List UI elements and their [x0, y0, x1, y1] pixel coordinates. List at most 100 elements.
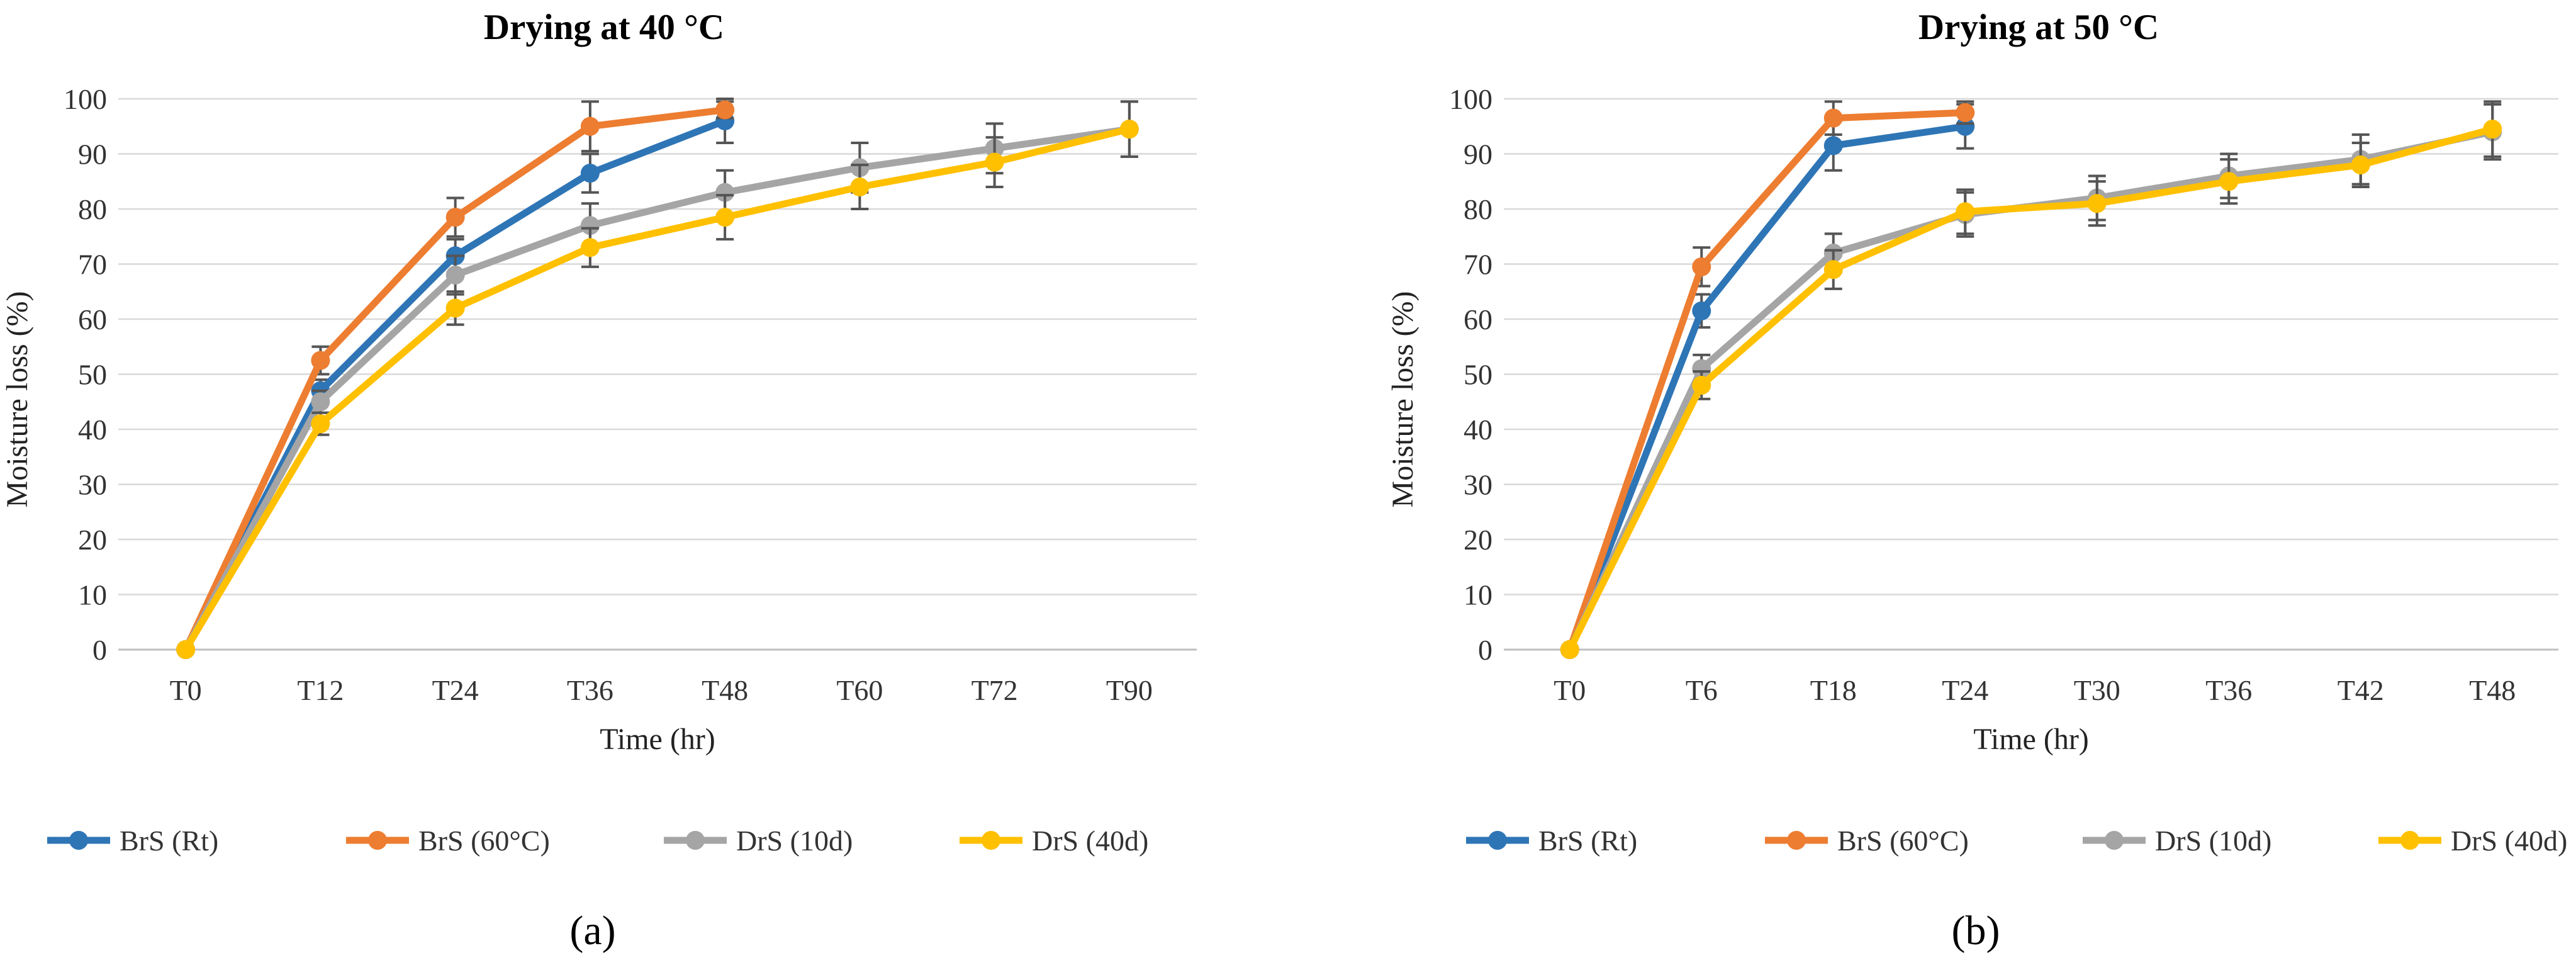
series-line: [1566, 125, 2496, 653]
data-point: [1956, 202, 1975, 222]
y-tick-label: 20: [78, 524, 107, 556]
y-tick-label: 0: [92, 634, 107, 666]
y-tick-label: 50: [78, 359, 107, 391]
x-tick-label: T60: [836, 674, 883, 706]
legend-label: DrS (10d): [736, 825, 853, 857]
x-tick-label: T30: [2074, 674, 2120, 706]
y-tick-label: 80: [1464, 193, 1492, 225]
x-tick-label: T42: [2338, 674, 2384, 706]
legend-item: DrS (10d): [2083, 825, 2271, 857]
series-line: [1566, 109, 1969, 653]
legend-item: BrS (Rt): [47, 825, 218, 857]
y-tick-label: 60: [78, 303, 107, 336]
y-tick-label: 60: [1464, 303, 1492, 336]
y-tick-label: 30: [1464, 469, 1492, 501]
chart-title-a: Drying at 40 °C: [484, 8, 724, 47]
y-tick-label: 90: [78, 138, 107, 171]
data-point: [1692, 257, 1711, 276]
data-point: [176, 640, 196, 659]
x-tick-label: T48: [2469, 674, 2516, 706]
data-point: [850, 178, 870, 196]
y-tick-label: 70: [78, 249, 107, 281]
series-b-1: [1560, 100, 1975, 659]
data-point: [1823, 260, 1843, 279]
data-point: [445, 266, 465, 285]
legend-item: BrS (60°C): [346, 825, 550, 857]
legend-swatch-marker: [1787, 831, 1806, 850]
y-axis-label-a: Moisture loss (%): [1, 291, 34, 508]
data-point: [580, 238, 600, 257]
data-point: [1692, 301, 1711, 320]
panel-label-b: (b): [1952, 908, 2000, 954]
y-tick-label: 40: [78, 414, 107, 446]
data-point: [580, 216, 600, 235]
data-point: [311, 351, 330, 370]
series-line: [182, 106, 729, 653]
data-point: [2087, 194, 2107, 213]
legend-swatch-marker: [1488, 831, 1507, 850]
legend-swatch-marker: [982, 831, 1000, 850]
data-point: [715, 183, 735, 202]
data-point: [1956, 103, 1975, 122]
data-point: [1560, 640, 1579, 659]
panel-label-a: (a): [569, 908, 615, 954]
x-tick-label: T0: [1554, 674, 1586, 706]
legend-label: DrS (40d): [1032, 825, 1148, 857]
chart-panel-a: Drying at 40 °C 0 10 20 30 40 50 60 70 80 90 100 T0 T…: [1, 8, 1197, 954]
data-point: [1823, 136, 1843, 155]
x-tick-label: T24: [432, 674, 479, 706]
series-b-3: [1560, 100, 2502, 659]
legend-swatch-marker: [686, 831, 705, 850]
legend-label: DrS (10d): [2155, 825, 2271, 857]
legend-item: BrS (Rt): [1466, 825, 1637, 857]
data-point: [1823, 108, 1843, 128]
data-point: [715, 100, 735, 120]
data-point: [580, 116, 600, 136]
y-tick-label: 100: [64, 83, 107, 115]
data-point: [445, 208, 465, 227]
legend-label: BrS (60°C): [1837, 825, 1969, 857]
series-a-1: [176, 100, 735, 659]
x-axis-label-b: Time (hr): [1973, 723, 2089, 756]
y-tick-label: 10: [1464, 579, 1492, 611]
x-tick-label: T0: [170, 674, 202, 706]
legend-swatch-marker: [2105, 831, 2124, 850]
legend-label: BrS (Rt): [1538, 825, 1637, 857]
legend-label: BrS (60°C): [418, 825, 550, 857]
data-point: [1119, 120, 1139, 139]
y-tick-label: 0: [1478, 634, 1492, 666]
x-axis-label-a: Time (hr): [600, 723, 715, 756]
y-tick-label: 20: [1464, 524, 1492, 556]
x-tick-label: T12: [297, 674, 344, 706]
y-tick-label: 90: [1464, 138, 1492, 171]
legend-swatch-marker: [69, 831, 88, 850]
y-tick-label: 70: [1464, 249, 1492, 281]
series-a-0: [176, 98, 735, 659]
data-point: [985, 152, 1004, 172]
x-tick-label: T18: [1810, 674, 1857, 706]
series-a-3: [176, 100, 1139, 659]
x-tick-label: T36: [2205, 674, 2252, 706]
data-point: [1956, 116, 1975, 136]
chart-panel-b: Drying at 50 °C 0 10 20 30 40 50 60 70 80 90 100 T0 T…: [1386, 8, 2567, 954]
legend-label: BrS (Rt): [120, 825, 218, 857]
legend-swatch-marker: [2400, 831, 2419, 850]
chart-title-b: Drying at 50 °C: [1918, 8, 2159, 47]
data-point: [715, 208, 735, 227]
x-tick-label: T72: [972, 674, 1018, 706]
data-point: [2483, 120, 2502, 139]
y-axis-label-b: Moisture loss (%): [1386, 291, 1420, 508]
data-point: [311, 414, 330, 434]
series-line: [1566, 123, 1969, 653]
series-line: [182, 125, 1133, 653]
data-point: [311, 392, 330, 412]
y-tick-label: 10: [78, 579, 107, 611]
series-line: [182, 125, 1133, 653]
legend-item: DrS (40d): [960, 825, 1148, 857]
legend-item: DrS (40d): [2378, 825, 2567, 857]
x-tick-label: T36: [567, 674, 613, 706]
legend-swatch-marker: [368, 831, 387, 850]
data-point: [1692, 376, 1711, 395]
y-tick-label: 30: [78, 469, 107, 501]
